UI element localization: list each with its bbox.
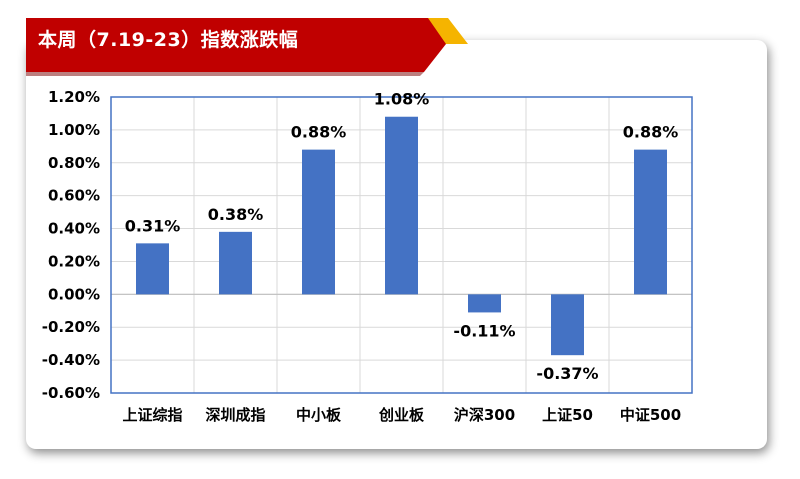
banner-shadow <box>26 72 424 76</box>
x-tick-label: 中小板 <box>296 406 342 424</box>
x-tick-label: 上证综指 <box>122 406 182 424</box>
y-tick-label: 1.00% <box>48 121 100 139</box>
y-tick-label: -0.20% <box>42 318 100 336</box>
data-label: 0.88% <box>291 123 347 142</box>
y-tick-label: 0.60% <box>48 187 100 205</box>
bar <box>136 243 169 295</box>
bar <box>551 294 584 356</box>
y-tick-label: 0.40% <box>48 220 100 238</box>
data-label: 0.38% <box>208 205 264 224</box>
chart-title: 本周（7.19-23）指数涨跌幅 <box>38 29 299 51</box>
bar <box>302 149 335 295</box>
bars <box>136 116 667 356</box>
x-tick-label: 上证50 <box>542 406 593 424</box>
x-tick-label: 中证500 <box>620 406 681 424</box>
y-tick-label: 0.80% <box>48 154 100 172</box>
bar <box>468 294 501 313</box>
x-axis-ticks: 上证综指 深圳成指 中小板 创业板 沪深300 上证50 中证500 <box>122 406 681 424</box>
y-tick-label: 0.00% <box>48 285 100 303</box>
y-tick-label: 1.20% <box>48 88 100 106</box>
x-tick-label: 创业板 <box>378 406 425 424</box>
y-tick-label: -0.60% <box>42 384 100 402</box>
data-label: -0.37% <box>536 364 598 383</box>
bar <box>634 149 667 295</box>
banner-red-ribbon <box>26 18 446 72</box>
x-tick-label: 深圳成指 <box>205 406 265 424</box>
y-axis-ticks: 1.20% 1.00% 0.80% 0.60% 0.40% 0.20% 0.00% -0.20… <box>42 88 100 402</box>
y-tick-label: 0.20% <box>48 252 100 270</box>
data-label: 0.88% <box>623 123 679 142</box>
data-label: 0.31% <box>125 216 181 235</box>
x-tick-label: 沪深300 <box>454 406 515 424</box>
data-label: -0.11% <box>453 321 515 340</box>
title-banner <box>26 18 468 76</box>
plot-area-frame <box>110 96 693 394</box>
y-tick-label: -0.40% <box>42 351 100 369</box>
data-labels: 0.31% 0.38% 0.88% 1.08% -0.11% -0.37% 0.88% <box>125 90 679 383</box>
data-label: 1.08% <box>374 90 430 109</box>
bar <box>385 116 418 295</box>
bar <box>219 231 252 295</box>
